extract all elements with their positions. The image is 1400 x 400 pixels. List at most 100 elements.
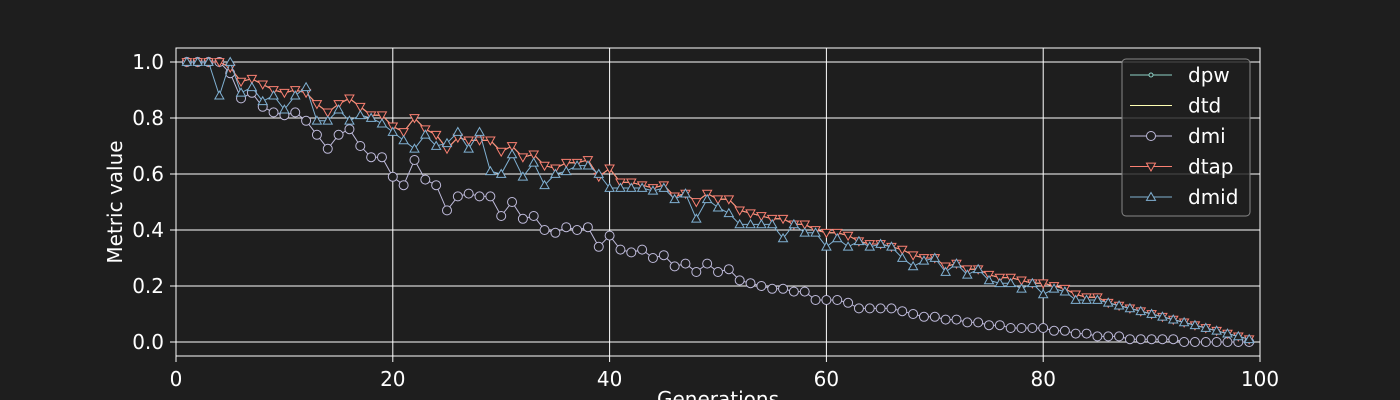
data-point bbox=[387, 171, 398, 182]
data-point bbox=[680, 258, 691, 269]
data-point bbox=[257, 80, 269, 90]
data-point bbox=[647, 253, 658, 263]
data-point bbox=[430, 140, 442, 150]
data-point bbox=[474, 126, 485, 136]
data-point bbox=[365, 112, 377, 122]
data-point bbox=[398, 134, 410, 145]
data-point bbox=[1167, 314, 1179, 324]
data-point bbox=[1037, 279, 1049, 289]
data-point bbox=[799, 227, 811, 237]
data-point bbox=[572, 225, 583, 235]
data-point bbox=[723, 195, 735, 205]
data-point bbox=[506, 148, 518, 159]
data-point bbox=[1124, 334, 1135, 345]
data-point bbox=[1005, 323, 1016, 333]
data-point bbox=[1114, 331, 1125, 342]
data-point bbox=[181, 56, 193, 66]
data-point bbox=[582, 160, 594, 170]
data-point bbox=[842, 231, 854, 242]
data-point bbox=[1070, 328, 1081, 339]
data-point bbox=[409, 114, 420, 124]
data-point bbox=[409, 143, 420, 153]
data-point bbox=[929, 311, 940, 322]
data-point bbox=[1211, 325, 1223, 335]
data-point bbox=[463, 188, 474, 199]
data-point bbox=[290, 107, 301, 118]
data-point bbox=[1211, 337, 1222, 347]
series-dmid bbox=[181, 56, 1255, 344]
data-point bbox=[723, 207, 735, 218]
data-point bbox=[333, 104, 344, 114]
legend-marker bbox=[1148, 72, 1154, 78]
y-tick-label: 0.4 bbox=[132, 218, 164, 242]
data-point bbox=[246, 74, 258, 85]
data-point bbox=[354, 102, 366, 113]
legend-item-dpw: dpw bbox=[1130, 63, 1230, 87]
series-group bbox=[181, 56, 1255, 347]
x-tick-label: 60 bbox=[814, 367, 839, 391]
data-point bbox=[973, 317, 984, 328]
data-point bbox=[918, 255, 930, 265]
x-tick-label: 100 bbox=[1241, 367, 1279, 391]
data-point bbox=[810, 227, 821, 237]
data-point bbox=[712, 202, 724, 212]
data-point bbox=[528, 211, 539, 221]
data-point bbox=[322, 108, 334, 118]
legend-item-dmid: dmid bbox=[1130, 185, 1238, 209]
data-point bbox=[723, 264, 734, 275]
data-point bbox=[235, 87, 247, 97]
data-point bbox=[539, 225, 550, 235]
data-point bbox=[366, 152, 377, 163]
data-point bbox=[495, 147, 507, 158]
data-point bbox=[398, 128, 410, 138]
data-point bbox=[940, 314, 951, 325]
data-point bbox=[864, 241, 876, 251]
legend-marker bbox=[1146, 131, 1156, 141]
legend-item-dtap: dtap bbox=[1130, 155, 1234, 179]
data-point bbox=[495, 168, 507, 178]
data-point bbox=[1081, 328, 1092, 339]
data-point bbox=[604, 230, 615, 241]
data-point bbox=[897, 306, 908, 317]
legend-marker bbox=[1145, 191, 1157, 201]
data-point bbox=[745, 209, 756, 219]
x-tick-label: 0 bbox=[170, 367, 183, 391]
data-point bbox=[701, 193, 713, 204]
data-point bbox=[799, 220, 811, 230]
data-point bbox=[1189, 319, 1201, 330]
data-point bbox=[398, 180, 409, 191]
data-point bbox=[604, 164, 615, 174]
data-point bbox=[1048, 283, 1060, 293]
data-point bbox=[821, 295, 832, 305]
data-point bbox=[755, 212, 767, 222]
data-point bbox=[560, 165, 572, 176]
y-axis-label: Metric value bbox=[103, 140, 127, 263]
data-point bbox=[344, 115, 355, 125]
data-point bbox=[767, 283, 778, 294]
data-point bbox=[496, 211, 507, 221]
data-point bbox=[1037, 288, 1049, 299]
data-point bbox=[354, 109, 366, 120]
data-point bbox=[734, 206, 746, 216]
data-point bbox=[755, 218, 767, 229]
data-point bbox=[431, 180, 442, 191]
data-point bbox=[268, 90, 279, 100]
data-point bbox=[550, 168, 561, 178]
data-point bbox=[442, 205, 452, 216]
data-point bbox=[224, 56, 236, 66]
data-point bbox=[929, 252, 941, 262]
data-point bbox=[1016, 276, 1027, 286]
data-point bbox=[235, 77, 247, 88]
data-point bbox=[539, 161, 550, 172]
data-point bbox=[517, 153, 529, 163]
y-tick-label: 0.6 bbox=[132, 162, 164, 186]
data-point bbox=[1243, 333, 1255, 344]
y-tick-label: 1.0 bbox=[132, 50, 164, 74]
data-point bbox=[962, 317, 973, 328]
plot-frame bbox=[175, 47, 1261, 357]
data-point bbox=[333, 129, 344, 140]
data-point bbox=[1168, 334, 1179, 345]
data-point bbox=[886, 303, 897, 314]
data-point bbox=[268, 107, 279, 118]
data-point bbox=[788, 218, 800, 229]
